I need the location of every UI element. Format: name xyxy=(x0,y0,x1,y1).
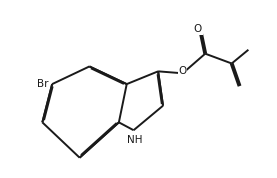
Text: O: O xyxy=(194,24,202,34)
Text: O: O xyxy=(179,66,187,76)
Text: Br: Br xyxy=(37,79,49,89)
Text: NH: NH xyxy=(127,135,142,145)
